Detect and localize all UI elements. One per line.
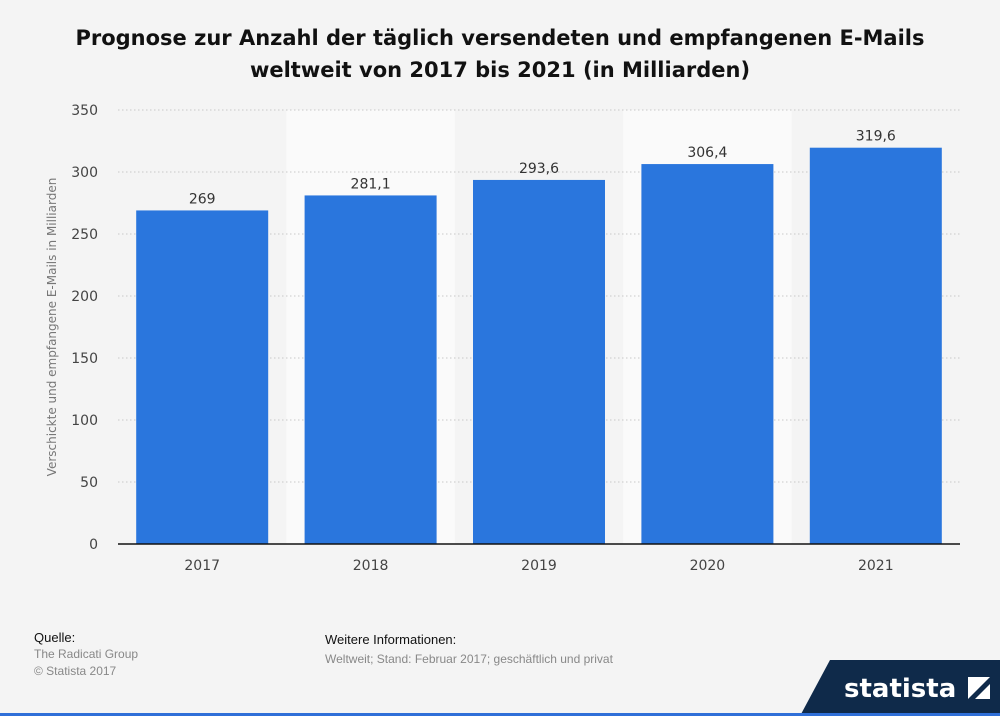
chart-title-line-2: weltweit von 2017 bis 2021 (in Milliarde… — [249, 58, 751, 82]
data-label: 281,1 — [351, 176, 391, 192]
y-tick-label: 200 — [71, 289, 98, 305]
bar — [473, 179, 605, 544]
data-label: 306,4 — [687, 145, 727, 161]
chart-title: Prognose zur Anzahl der täglich versende… — [0, 22, 1000, 86]
bar — [809, 147, 942, 545]
source-line-2: © Statista 2017 — [34, 664, 117, 678]
y-tick-label: 350 — [71, 103, 98, 119]
logo-mark-icon — [968, 677, 990, 699]
bottom-accent-bar — [0, 713, 1000, 716]
y-tick-label: 50 — [80, 475, 98, 491]
y-axis-title: Verschickte und empfangene E-Mails in Mi… — [45, 178, 59, 477]
y-tick-label: 100 — [71, 413, 98, 429]
info-heading: Weitere Informationen: — [325, 632, 457, 647]
data-label: 269 — [189, 191, 216, 207]
x-tick-label: 2017 — [184, 558, 220, 574]
source-line-1: The Radicati Group — [34, 647, 139, 661]
chart-title-line-1: Prognose zur Anzahl der täglich versende… — [75, 26, 925, 50]
logo-text: statista — [844, 674, 956, 704]
x-tick-label: 2018 — [353, 558, 389, 574]
x-tick-label: 2019 — [521, 558, 557, 574]
bar — [136, 210, 269, 544]
statista-logo[interactable]: statista — [800, 660, 1000, 716]
data-label: 293,6 — [519, 161, 559, 177]
data-label: 319,6 — [856, 129, 896, 145]
y-tick-label: 300 — [71, 165, 98, 181]
x-tick-label: 2021 — [858, 558, 894, 574]
y-tick-label: 150 — [71, 351, 98, 367]
x-tick-label: 2020 — [690, 558, 726, 574]
y-tick-label: 250 — [71, 227, 98, 243]
bar — [641, 164, 774, 544]
y-tick-label: 0 — [89, 537, 98, 553]
info-text: Weltweit; Stand: Februar 2017; geschäftl… — [325, 652, 613, 666]
bar — [304, 195, 437, 544]
source-heading: Quelle: — [34, 630, 76, 645]
